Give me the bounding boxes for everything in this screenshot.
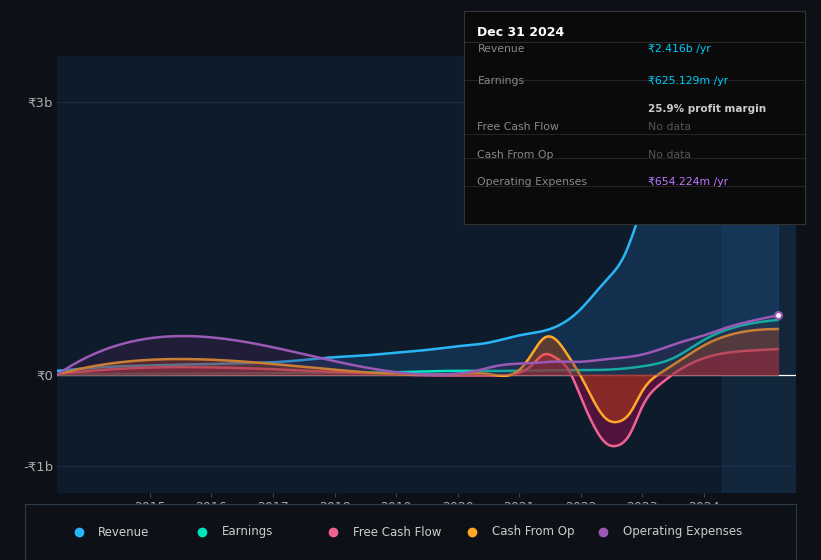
Text: ₹2.416b /yr: ₹2.416b /yr (648, 44, 711, 54)
Text: ₹654.224m /yr: ₹654.224m /yr (648, 177, 728, 187)
Text: Earnings: Earnings (478, 76, 525, 86)
Text: Free Cash Flow: Free Cash Flow (478, 122, 559, 132)
Text: 25.9% profit margin: 25.9% profit margin (648, 104, 766, 114)
Text: Free Cash Flow: Free Cash Flow (353, 525, 441, 539)
Text: Revenue: Revenue (98, 525, 149, 539)
Text: Earnings: Earnings (222, 525, 273, 539)
Text: Operating Expenses: Operating Expenses (623, 525, 742, 539)
Text: Operating Expenses: Operating Expenses (478, 177, 588, 187)
Text: Dec 31 2024: Dec 31 2024 (478, 26, 565, 39)
Text: No data: No data (648, 150, 690, 160)
Text: Revenue: Revenue (478, 44, 525, 54)
Text: Cash From Op: Cash From Op (492, 525, 574, 539)
Bar (722, 56, 796, 493)
Text: ₹625.129m /yr: ₹625.129m /yr (648, 76, 728, 86)
Text: Cash From Op: Cash From Op (478, 150, 554, 160)
Text: No data: No data (648, 122, 690, 132)
